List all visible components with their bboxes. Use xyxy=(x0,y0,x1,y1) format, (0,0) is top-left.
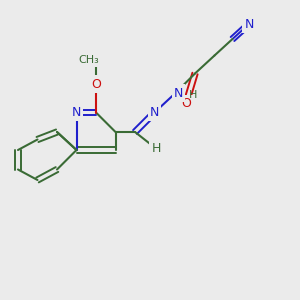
Text: N: N xyxy=(72,106,81,119)
Text: N: N xyxy=(150,106,159,119)
Text: O: O xyxy=(91,77,101,91)
Text: CH₃: CH₃ xyxy=(78,55,99,65)
Text: N: N xyxy=(174,86,183,100)
Text: H: H xyxy=(189,90,197,100)
Text: O: O xyxy=(181,97,191,110)
Text: H: H xyxy=(151,142,161,155)
Text: N: N xyxy=(244,17,254,31)
